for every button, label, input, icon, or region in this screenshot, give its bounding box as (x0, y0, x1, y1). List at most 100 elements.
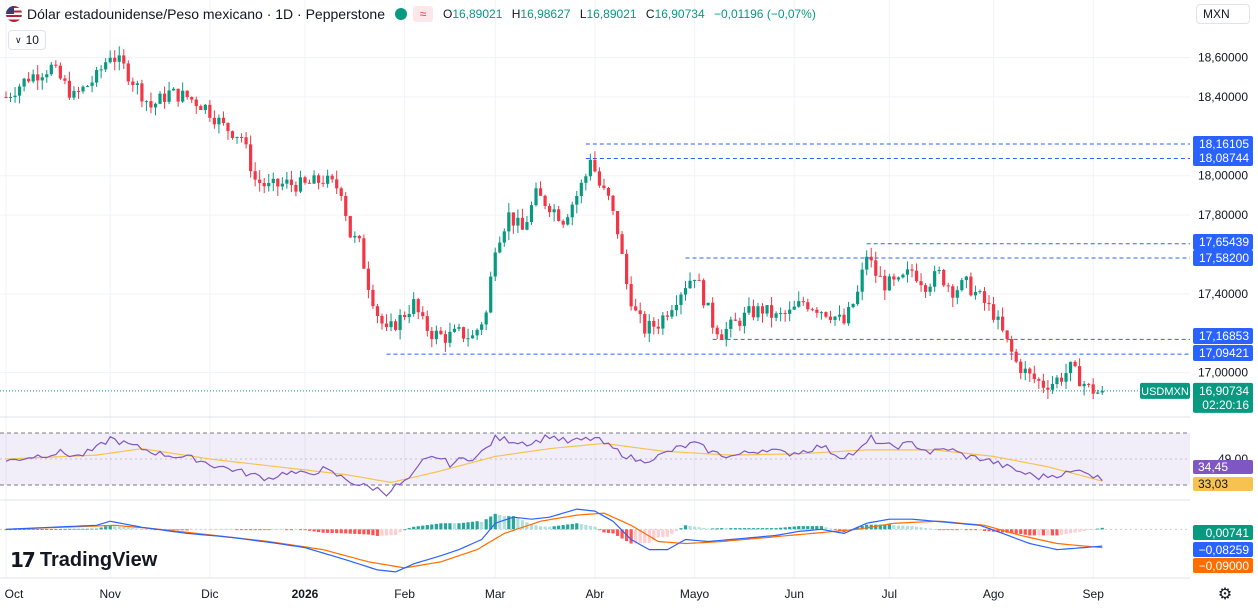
candle[interactable] (1041, 373, 1045, 393)
candle[interactable] (434, 325, 438, 345)
candle[interactable] (765, 305, 769, 317)
candle[interactable] (443, 330, 448, 352)
candle[interactable] (520, 208, 525, 230)
candle[interactable] (72, 86, 76, 100)
candle[interactable] (326, 169, 330, 188)
candle[interactable] (620, 231, 624, 255)
candle[interactable] (625, 249, 629, 290)
candle[interactable] (190, 96, 194, 104)
candle[interactable] (1096, 389, 1100, 395)
candle[interactable] (634, 298, 638, 312)
candle[interactable] (697, 273, 701, 281)
rsi-line[interactable] (5, 434, 1103, 497)
candle[interactable] (561, 219, 565, 228)
candle[interactable] (85, 85, 90, 88)
candle[interactable] (244, 132, 248, 149)
macd-pane[interactable] (0, 508, 1190, 573)
candle[interactable] (1100, 386, 1104, 395)
candle[interactable] (661, 312, 665, 335)
candle[interactable] (991, 296, 996, 323)
candle[interactable] (733, 312, 737, 321)
candle[interactable] (602, 178, 606, 191)
candle[interactable] (892, 273, 896, 287)
candle[interactable] (303, 175, 307, 185)
candle[interactable] (1082, 381, 1086, 396)
candle[interactable] (973, 285, 978, 300)
candle[interactable] (692, 279, 697, 289)
candle[interactable] (448, 322, 452, 348)
candle[interactable] (1068, 361, 1073, 382)
candle[interactable] (987, 295, 991, 311)
candle[interactable] (49, 61, 53, 76)
candle[interactable] (856, 285, 860, 306)
candle[interactable] (711, 297, 715, 334)
candle[interactable] (851, 303, 855, 309)
candle[interactable] (860, 262, 864, 301)
candle[interactable] (217, 114, 221, 134)
candle[interactable] (312, 170, 316, 184)
candle[interactable] (357, 234, 361, 243)
candle[interactable] (579, 179, 583, 204)
candle[interactable] (212, 110, 216, 129)
candle[interactable] (140, 79, 144, 108)
candle[interactable] (412, 292, 416, 317)
candle[interactable] (298, 170, 303, 194)
candle[interactable] (896, 276, 901, 282)
candle[interactable] (688, 272, 692, 290)
candle[interactable] (226, 122, 230, 140)
candle[interactable] (375, 303, 380, 324)
candle[interactable] (883, 269, 887, 300)
candle[interactable] (489, 271, 493, 314)
candle[interactable] (389, 313, 393, 332)
candle[interactable] (511, 212, 515, 234)
price-level-tag[interactable] (1193, 234, 1253, 250)
candle[interactable] (76, 86, 81, 99)
candle[interactable] (498, 236, 502, 254)
candle[interactable] (475, 328, 479, 341)
candle[interactable] (783, 310, 787, 322)
candle[interactable] (629, 276, 633, 311)
candle[interactable] (104, 57, 108, 73)
indicator-collapse-button[interactable]: ∨ 10 (8, 30, 46, 50)
candle[interactable] (955, 286, 959, 305)
candle[interactable] (525, 215, 529, 231)
candle[interactable] (126, 60, 130, 85)
candle[interactable] (81, 85, 85, 94)
candle[interactable] (946, 282, 950, 293)
candle[interactable] (249, 135, 253, 178)
candle[interactable] (747, 297, 751, 316)
candle[interactable] (99, 65, 103, 79)
candle[interactable] (806, 298, 810, 312)
candle[interactable] (923, 283, 928, 298)
candle[interactable] (58, 62, 62, 80)
candle[interactable] (1091, 378, 1095, 400)
candle[interactable] (756, 302, 760, 322)
candle[interactable] (996, 310, 1000, 330)
candle[interactable] (403, 311, 407, 321)
last-price-tag[interactable] (1193, 382, 1253, 413)
candle[interactable] (95, 66, 99, 87)
candle[interactable] (258, 170, 262, 192)
candle[interactable] (339, 186, 343, 201)
candle[interactable] (588, 153, 592, 181)
candle[interactable] (670, 305, 674, 320)
candle[interactable] (1023, 361, 1027, 381)
candle[interactable] (810, 307, 814, 312)
candle[interactable] (615, 211, 620, 239)
gear-icon[interactable]: ⚙ (1217, 586, 1233, 603)
candle[interactable] (330, 173, 334, 183)
candle[interactable] (878, 266, 882, 277)
candlestick-series[interactable] (4, 46, 1104, 400)
candle[interactable] (815, 307, 819, 318)
candle[interactable] (493, 247, 497, 282)
candle[interactable] (534, 182, 538, 207)
candle[interactable] (430, 327, 434, 348)
candle[interactable] (982, 287, 987, 311)
candle[interactable] (674, 295, 679, 317)
candle[interactable] (792, 300, 796, 311)
candle[interactable] (928, 283, 932, 297)
candle[interactable] (652, 317, 656, 335)
wave-icon[interactable]: ≈ (412, 6, 433, 22)
candle[interactable] (439, 326, 443, 335)
candle[interactable] (887, 273, 891, 291)
